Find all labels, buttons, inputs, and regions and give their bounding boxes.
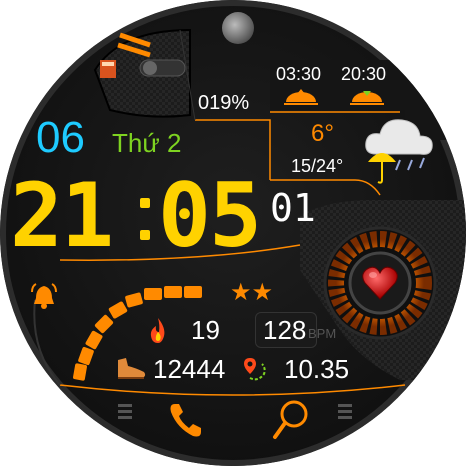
sunrise-icon xyxy=(284,89,318,105)
time-hours: 21 xyxy=(10,164,114,267)
sunrise-time: 03:30 xyxy=(276,64,322,84)
time-seconds: 01 xyxy=(270,186,316,230)
moon-phase-icon xyxy=(222,12,254,44)
weather-temp: 6° xyxy=(311,120,334,147)
progress-segments xyxy=(73,286,202,381)
shoe-icon xyxy=(118,358,146,379)
time-minutes: 05 xyxy=(158,164,262,267)
heart-rate-value: 128 xyxy=(263,315,307,345)
menu-left-button[interactable] xyxy=(118,402,132,420)
cloud-rain-umbrella-icon xyxy=(365,119,433,184)
heart-rate-unit: BPM xyxy=(308,326,337,341)
sunset-time: 20:30 xyxy=(341,64,387,84)
heart-rate-box xyxy=(255,312,317,348)
date-day: 06 xyxy=(36,113,85,162)
date-weekday: Thứ 2 xyxy=(112,128,182,158)
weather-range: 15/24° xyxy=(291,156,344,176)
rating-stars: ★★ xyxy=(230,279,274,306)
sunset-icon xyxy=(350,91,384,105)
menu-icon xyxy=(118,402,132,420)
activity-progress-bar xyxy=(73,286,202,381)
distance-value: 10.35 xyxy=(284,354,350,384)
menu-right-button[interactable] xyxy=(338,402,352,420)
calories-value: 19 xyxy=(191,315,220,345)
steps-value: 12444 xyxy=(153,354,226,384)
battery-percent: 019% xyxy=(198,92,250,114)
alarm-bell-icon[interactable] xyxy=(30,282,58,310)
menu-icon xyxy=(338,402,352,420)
heart-icon[interactable] xyxy=(361,265,399,301)
time-colon xyxy=(130,194,160,254)
phone-icon[interactable] xyxy=(167,400,205,440)
flame-icon xyxy=(150,318,165,343)
search-icon[interactable] xyxy=(272,398,310,442)
route-pin-icon xyxy=(244,358,266,381)
